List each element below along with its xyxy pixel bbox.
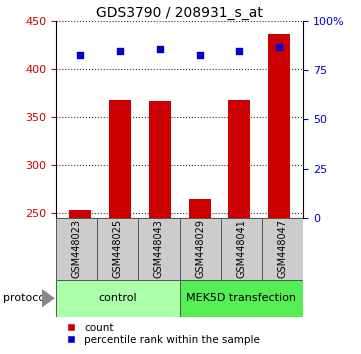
Bar <box>188 199 210 218</box>
Text: GSM448029: GSM448029 <box>195 219 205 278</box>
Bar <box>262 218 303 280</box>
Bar <box>56 218 97 280</box>
Text: GSM448025: GSM448025 <box>113 219 123 278</box>
Text: GSM448023: GSM448023 <box>71 219 82 278</box>
Bar <box>109 100 131 218</box>
Point <box>277 44 282 50</box>
Point <box>236 48 242 53</box>
Bar <box>56 280 180 317</box>
Bar <box>221 218 262 280</box>
Point <box>77 52 83 57</box>
Bar <box>180 218 221 280</box>
Text: GSM448041: GSM448041 <box>236 219 247 278</box>
Bar <box>97 218 138 280</box>
Text: GSM448043: GSM448043 <box>154 219 164 278</box>
Bar <box>180 280 303 317</box>
Legend: count, percentile rank within the sample: count, percentile rank within the sample <box>56 319 264 349</box>
Bar <box>229 100 251 218</box>
Point <box>157 46 162 52</box>
Title: GDS3790 / 208931_s_at: GDS3790 / 208931_s_at <box>96 6 263 20</box>
Bar <box>149 101 171 218</box>
Bar <box>69 210 91 218</box>
Text: GSM448047: GSM448047 <box>278 219 288 278</box>
Bar <box>138 218 180 280</box>
Polygon shape <box>42 289 55 308</box>
Text: protocol: protocol <box>3 293 48 303</box>
Bar <box>268 34 290 218</box>
Text: control: control <box>99 293 137 303</box>
Point <box>197 52 203 57</box>
Text: MEK5D transfection: MEK5D transfection <box>186 293 296 303</box>
Point <box>117 48 123 53</box>
